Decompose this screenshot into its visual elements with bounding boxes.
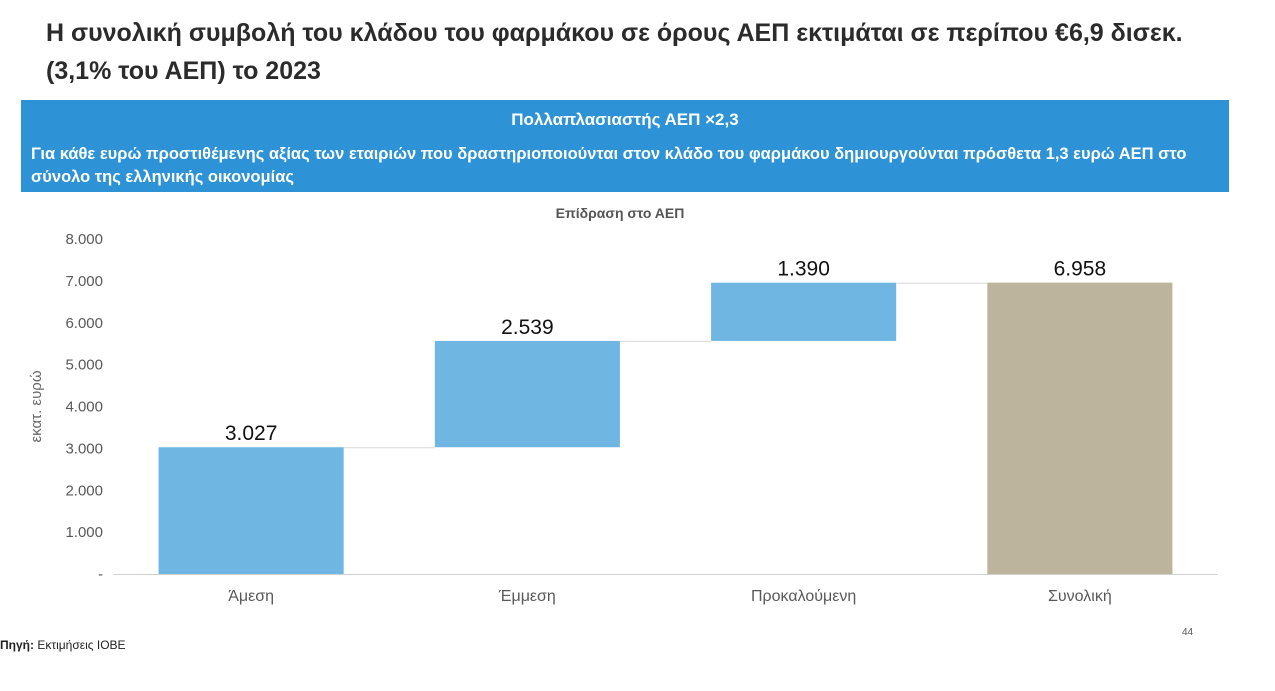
page-number: 44	[1182, 627, 1194, 638]
bar-increment	[711, 282, 897, 341]
bar-increment	[158, 447, 344, 574]
multiplier-banner: Πολλαπλασιαστής ΑΕΠ ×2,3 Για κάθε ευρώ π…	[21, 100, 1229, 192]
source-note: Πηγή: Εκτιμήσεις ΙΟΒΕ	[0, 638, 126, 652]
y-tick-label: 2.000	[65, 482, 103, 499]
y-tick-label: 1.000	[65, 524, 103, 541]
y-axis-label: εκατ. ευρώ	[28, 370, 45, 442]
y-tick-label: 7.000	[65, 273, 103, 290]
x-category-label: Προκαλούμενη	[751, 588, 856, 605]
x-category-label: Άμεση	[228, 588, 274, 605]
x-category-label: Έμμεση	[498, 588, 556, 605]
data-label: 1.390	[777, 258, 830, 281]
bar-increment	[434, 340, 620, 448]
source-text: Εκτιμήσεις ΙΟΒΕ	[37, 638, 126, 652]
banner-heading: Πολλαπλασιαστής ΑΕΠ ×2,3	[511, 110, 739, 129]
data-label: 6.958	[1054, 258, 1107, 281]
slide-title: Η συνολική συμβολή του κλάδου του φαρμάκ…	[46, 19, 1183, 85]
x-category-label: Συνολική	[1048, 588, 1112, 605]
y-tick-label: 3.000	[65, 440, 103, 457]
y-tick-label: -	[98, 566, 103, 583]
y-tick-label: 8.000	[65, 231, 103, 248]
gdp-impact-waterfall-chart: Επίδραση στο ΑΕΠ εκατ. ευρώ - 1.000 2.000 3.0…	[28, 205, 1218, 605]
data-label: 2.539	[501, 316, 554, 339]
banner-text: Για κάθε ευρώ προστιθέμενης αξίας των ετ…	[31, 145, 1187, 186]
data-label: 3.027	[225, 422, 278, 445]
source-label: Πηγή:	[0, 638, 34, 652]
y-tick-label: 6.000	[65, 315, 103, 332]
y-tick-label: 4.000	[65, 399, 103, 416]
y-tick-label: 5.000	[65, 357, 103, 374]
bar-total	[987, 282, 1173, 574]
chart-title: Επίδραση στο ΑΕΠ	[556, 205, 685, 221]
